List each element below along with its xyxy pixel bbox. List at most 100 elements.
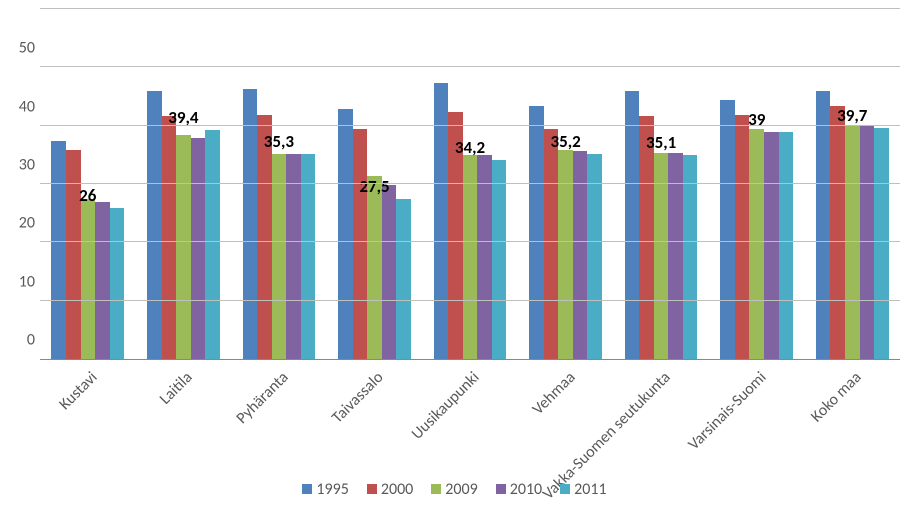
bar <box>51 141 66 359</box>
bar <box>463 155 478 359</box>
value-label: 39 <box>720 109 793 132</box>
bar: 27,5 <box>396 199 411 359</box>
bar <box>95 202 110 359</box>
bars-row: 26 <box>51 10 124 359</box>
bar <box>286 154 301 359</box>
bar <box>353 129 368 359</box>
bar <box>66 150 81 359</box>
legend-swatch <box>367 484 377 494</box>
bar <box>272 154 287 359</box>
bar-group: 39,4 <box>136 10 232 359</box>
legend-label: 1995 <box>316 480 348 499</box>
x-axis-category-label: Taivassalo <box>329 368 388 427</box>
x-axis-category-label: Koko maa <box>807 368 865 426</box>
bar: 34,2 <box>492 160 507 359</box>
y-tick-label: 50 <box>5 39 40 58</box>
legend-item: 2009 <box>431 480 477 499</box>
plot-area: 2639,435,327,534,235,235,13939,7 0102030… <box>40 10 900 360</box>
bar <box>367 176 382 359</box>
bar <box>243 89 258 359</box>
grid-line <box>40 8 900 9</box>
bar: 39,7 <box>874 128 889 359</box>
bar-group: 39,7 <box>805 10 901 359</box>
legend-label: 2010 <box>510 480 542 499</box>
bar: 35,1 <box>683 155 698 359</box>
bars-row: 39,4 <box>147 10 220 359</box>
bar <box>720 100 735 359</box>
legend-item: 2010 <box>496 480 542 499</box>
bars-row: 35,1 <box>625 10 698 359</box>
x-label-slot: Koko maa <box>805 360 901 455</box>
x-axis-labels: Kustavi Laitila Pyhäranta Taivassalo Uusikau… <box>40 360 900 455</box>
bar <box>544 129 559 359</box>
legend-swatch <box>496 484 506 494</box>
x-label-slot: Varsinais-Suomi <box>709 360 805 455</box>
bar <box>573 151 588 359</box>
bars-row: 39 <box>720 10 793 359</box>
bars-row: 35,3 <box>243 10 316 359</box>
bar <box>176 135 191 359</box>
bar-chart: 2639,435,327,534,235,235,13939,7 0102030… <box>0 0 909 512</box>
x-axis-category-label: Laitila <box>156 368 197 409</box>
bar <box>830 106 845 359</box>
legend-label: 2009 <box>445 480 477 499</box>
bar-groups: 26 39,4 35,3 27,5 34,2 35,2 35,1 39 39,7 <box>40 10 900 359</box>
bar: 35,2 <box>587 154 602 359</box>
bar <box>845 126 860 359</box>
bar <box>162 116 177 359</box>
bar: 35,3 <box>301 154 316 359</box>
bar <box>860 126 875 359</box>
value-label: 35,1 <box>625 132 698 155</box>
bar <box>764 132 779 359</box>
bar <box>558 150 573 359</box>
x-axis-category-label: Vehmaa <box>528 368 579 419</box>
bar: 39 <box>779 132 794 359</box>
value-label: 26 <box>51 185 124 208</box>
y-tick-label: 20 <box>5 214 40 233</box>
legend-swatch <box>431 484 441 494</box>
bar-group: 35,3 <box>231 10 327 359</box>
bar <box>191 138 206 359</box>
grid-line <box>40 183 900 184</box>
bars-row: 35,2 <box>529 10 602 359</box>
bar <box>735 115 750 359</box>
y-tick-label: 30 <box>5 156 40 175</box>
bar <box>477 155 492 359</box>
x-axis-category-label: Kustavi <box>55 368 101 414</box>
grid-line <box>40 241 900 242</box>
legend-item: 1995 <box>302 480 348 499</box>
bar <box>382 185 397 360</box>
bars-row: 34,2 <box>434 10 507 359</box>
legend-swatch <box>560 484 570 494</box>
bar: 26 <box>110 208 125 359</box>
legend-swatch <box>302 484 312 494</box>
value-label: 34,2 <box>434 137 507 160</box>
value-label: 35,2 <box>529 131 602 154</box>
bar <box>816 91 831 359</box>
grid-line <box>40 300 900 301</box>
bar-group: 34,2 <box>422 10 518 359</box>
value-label: 39,4 <box>147 107 220 130</box>
grid-line <box>40 125 900 126</box>
bar-group: 39 <box>709 10 805 359</box>
bar <box>338 109 353 359</box>
value-label: 27,5 <box>338 176 411 199</box>
legend-label: 2011 <box>574 480 606 499</box>
bar <box>81 199 96 359</box>
y-tick-label: 40 <box>5 97 40 116</box>
bars-row: 39,7 <box>816 10 889 359</box>
x-axis-category-label: Pyhäranta <box>232 368 292 428</box>
bar-group: 35,2 <box>518 10 614 359</box>
bar: 39,4 <box>205 130 220 359</box>
bars-row: 27,5 <box>338 10 411 359</box>
y-tick-label: 0 <box>5 331 40 350</box>
bar-group: 26 <box>40 10 136 359</box>
x-label-slot: Laitila <box>136 360 232 455</box>
x-label-slot: Uusikaupunki <box>422 360 518 455</box>
bar <box>749 129 764 359</box>
x-label-slot: Pyhäranta <box>231 360 327 455</box>
bar-group: 35,1 <box>613 10 709 359</box>
x-label-slot: Kustavi <box>40 360 136 455</box>
x-label-slot: Taivassalo <box>327 360 423 455</box>
grid-line <box>40 66 900 67</box>
